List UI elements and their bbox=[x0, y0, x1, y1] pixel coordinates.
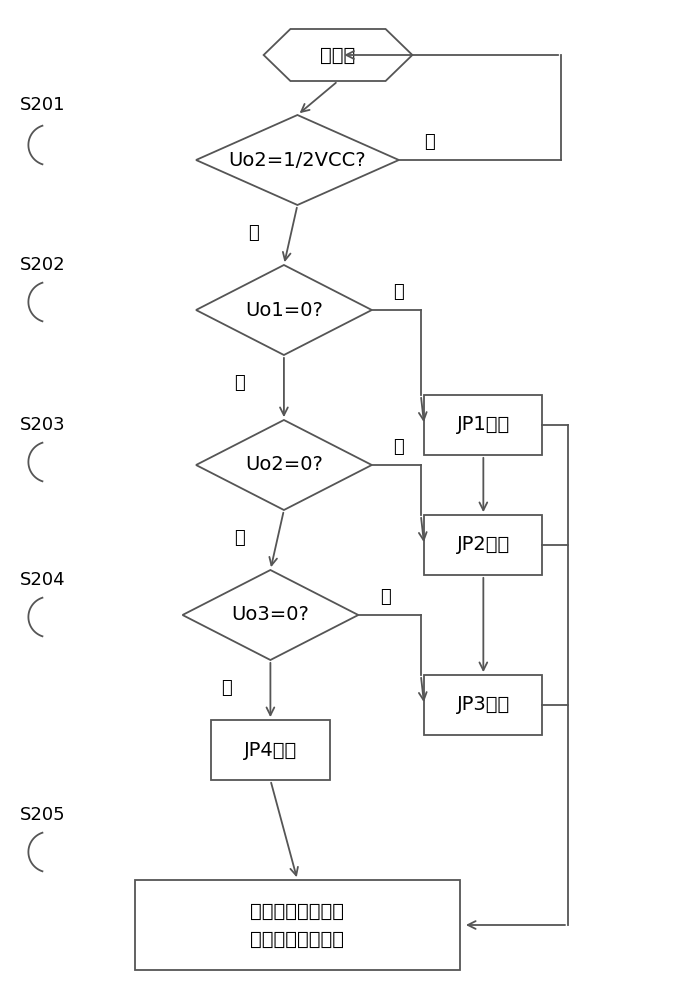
Text: Uo1=0?: Uo1=0? bbox=[245, 300, 323, 320]
Text: 是: 是 bbox=[424, 133, 435, 151]
Text: S201: S201 bbox=[20, 96, 66, 114]
Text: 否: 否 bbox=[235, 529, 245, 547]
Text: S204: S204 bbox=[20, 571, 66, 589]
Polygon shape bbox=[264, 29, 412, 81]
Text: S203: S203 bbox=[20, 416, 66, 434]
Text: 否: 否 bbox=[248, 224, 259, 242]
Text: S205: S205 bbox=[20, 806, 66, 824]
Text: 是: 是 bbox=[393, 283, 404, 301]
Polygon shape bbox=[196, 115, 399, 205]
Text: 是: 是 bbox=[393, 438, 404, 456]
Text: 初始化: 初始化 bbox=[320, 45, 356, 64]
Text: 否: 否 bbox=[221, 679, 232, 697]
Text: JP1断开: JP1断开 bbox=[457, 416, 510, 434]
Text: Uo2=0?: Uo2=0? bbox=[245, 456, 323, 475]
Text: JP3断开: JP3断开 bbox=[457, 696, 510, 714]
Polygon shape bbox=[196, 265, 372, 355]
Bar bbox=[211, 720, 330, 780]
Text: 生成互锁故障信息
发送高压断电指令: 生成互锁故障信息 发送高压断电指令 bbox=[250, 902, 345, 948]
Text: JP2断开: JP2断开 bbox=[457, 536, 510, 554]
Text: 是: 是 bbox=[380, 588, 391, 606]
Text: JP4断开: JP4断开 bbox=[244, 740, 297, 760]
Text: S202: S202 bbox=[20, 256, 66, 274]
Text: Uo2=1/2VCC?: Uo2=1/2VCC? bbox=[228, 150, 366, 169]
Polygon shape bbox=[183, 570, 358, 660]
Text: 否: 否 bbox=[235, 374, 245, 392]
Bar bbox=[135, 880, 460, 970]
Bar bbox=[425, 675, 542, 735]
Text: Uo3=0?: Uo3=0? bbox=[231, 605, 310, 624]
Bar bbox=[425, 515, 542, 575]
Polygon shape bbox=[196, 420, 372, 510]
Bar bbox=[425, 395, 542, 455]
